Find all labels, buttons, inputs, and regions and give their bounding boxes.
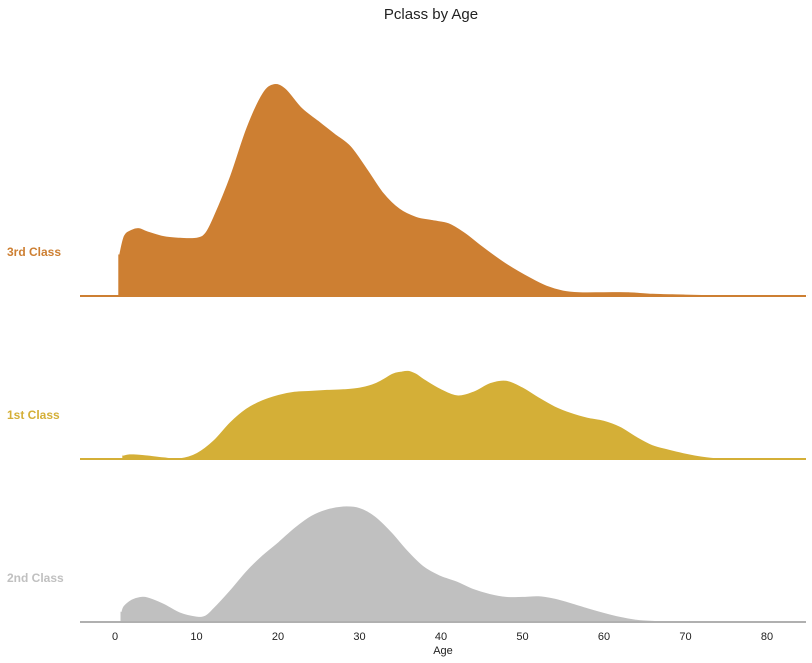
ridge-2nd-class: 2nd Class	[7, 504, 806, 623]
x-tick-label: 20	[272, 631, 284, 643]
ridge-1st-class: 1st Class	[7, 368, 806, 460]
ridges: 3rd Class 1st Class 2nd Class	[7, 82, 808, 623]
x-tick-label: 70	[679, 631, 691, 643]
x-tick-label: 40	[435, 631, 447, 643]
x-tick-label: 80	[761, 631, 773, 643]
row-label-3rd-class: 3rd Class	[7, 245, 61, 259]
density-outline-3rd-class	[117, 82, 808, 297]
density-area-3rd-class	[118, 83, 808, 296]
x-tick-label: 50	[516, 631, 528, 643]
density-area-1st-class	[122, 369, 768, 459]
ridge-3rd-class: 3rd Class	[7, 82, 808, 297]
chart-title: Pclass by Age	[384, 6, 478, 23]
x-tick-label: 0	[112, 631, 118, 643]
x-axis-label: Age	[433, 645, 453, 657]
x-tick-label: 10	[190, 631, 202, 643]
density-outline-2nd-class	[119, 504, 690, 622]
x-tick-label: 60	[598, 631, 610, 643]
density-outline-1st-class	[122, 368, 767, 459]
x-axis: 0 10 20 30 40 50 60 70 80 Age	[80, 621, 806, 657]
row-label-1st-class: 1st Class	[7, 408, 60, 422]
x-tick-label: 30	[353, 631, 365, 643]
row-label-2nd-class: 2nd Class	[7, 571, 64, 585]
density-area-2nd-class	[120, 505, 690, 622]
x-ticks: 0 10 20 30 40 50 60 70 80	[112, 631, 773, 643]
